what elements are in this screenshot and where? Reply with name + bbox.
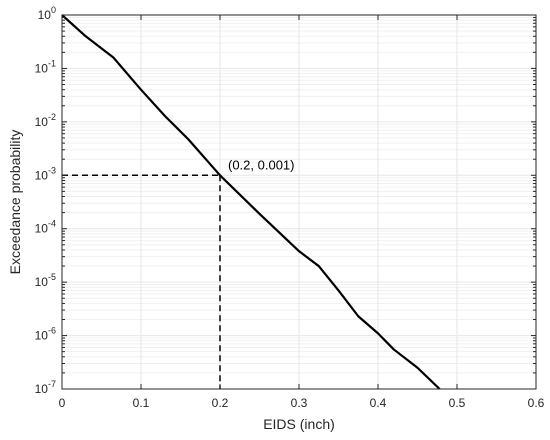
x-tick-label: 0.3: [291, 396, 308, 410]
series-line: [61, 14, 441, 390]
x-tick-label: 0.6: [528, 396, 545, 410]
x-tick-label: 0.4: [370, 396, 387, 410]
grid: [61, 14, 537, 390]
y-axis-label: Exceedance probability: [7, 130, 23, 275]
y-tick-label: 10-3: [35, 165, 56, 182]
x-tick-label: 0.1: [133, 396, 150, 410]
y-tick-label: 10-2: [35, 112, 56, 129]
tick-marks: [61, 14, 537, 390]
x-axis-label: EIDS (inch): [263, 416, 335, 432]
x-tick-label: 0: [59, 396, 66, 410]
y-tick-label: 10-5: [35, 272, 56, 289]
x-tick-label: 0.2: [212, 396, 229, 410]
x-tick-labels: 0 0.1 0.2 0.3 0.4 0.5 0.6: [59, 396, 545, 410]
y-tick-labels: 100 10-1 10-2 10-3 10-4 10-5 10-6 10-7: [35, 5, 56, 396]
annotation-guides: [62, 174, 221, 389]
y-tick-label: 10-1: [35, 58, 56, 75]
y-tick-label: 10-6: [35, 326, 56, 343]
y-tick-label: 10-7: [35, 379, 56, 396]
x-tick-label: 0.5: [449, 396, 466, 410]
y-tick-label: 10-4: [35, 219, 56, 236]
annotation-label: (0.2, 0.001): [228, 157, 295, 172]
y-tick-label: 100: [38, 5, 56, 22]
